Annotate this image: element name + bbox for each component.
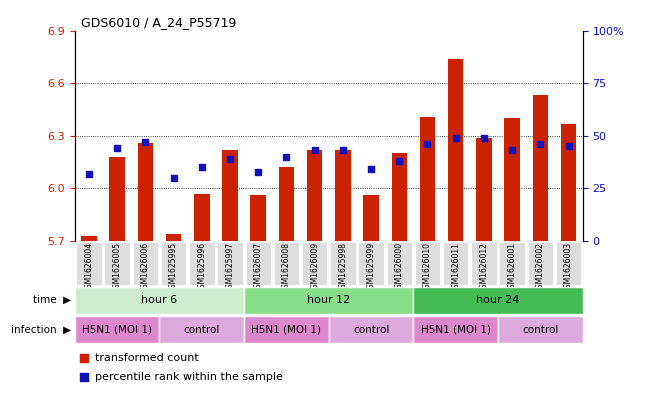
- FancyBboxPatch shape: [330, 242, 355, 285]
- Text: GSM1626001: GSM1626001: [508, 242, 517, 293]
- Text: hour 12: hour 12: [307, 295, 350, 305]
- Text: GSM1626002: GSM1626002: [536, 242, 545, 293]
- FancyBboxPatch shape: [189, 242, 215, 285]
- Bar: [363, 195, 379, 241]
- Point: [507, 147, 518, 154]
- Bar: [307, 150, 322, 241]
- Text: GSM1626005: GSM1626005: [113, 242, 122, 294]
- FancyBboxPatch shape: [329, 316, 413, 343]
- Text: hour 24: hour 24: [477, 295, 519, 305]
- Text: GSM1626011: GSM1626011: [451, 242, 460, 293]
- FancyBboxPatch shape: [387, 242, 412, 285]
- Bar: [222, 150, 238, 241]
- FancyBboxPatch shape: [133, 242, 158, 285]
- Point: [535, 141, 546, 147]
- FancyBboxPatch shape: [498, 316, 583, 343]
- Text: percentile rank within the sample: percentile rank within the sample: [95, 372, 283, 382]
- Text: GSM1626006: GSM1626006: [141, 242, 150, 294]
- Bar: [391, 153, 407, 241]
- Point: [394, 158, 404, 164]
- Point: [450, 135, 461, 141]
- FancyBboxPatch shape: [245, 242, 271, 285]
- Point: [253, 168, 264, 174]
- Text: GSM1625999: GSM1625999: [367, 242, 376, 294]
- FancyBboxPatch shape: [413, 287, 583, 314]
- Text: GSM1626007: GSM1626007: [254, 242, 263, 294]
- FancyBboxPatch shape: [244, 316, 329, 343]
- Point: [112, 145, 122, 152]
- Point: [309, 147, 320, 154]
- Text: GSM1626009: GSM1626009: [310, 242, 319, 294]
- Text: GSM1626008: GSM1626008: [282, 242, 291, 293]
- Text: GSM1626000: GSM1626000: [395, 242, 404, 294]
- Text: control: control: [184, 325, 220, 335]
- FancyBboxPatch shape: [75, 316, 159, 343]
- FancyBboxPatch shape: [302, 242, 327, 285]
- FancyBboxPatch shape: [413, 316, 498, 343]
- Bar: [476, 138, 492, 241]
- Bar: [533, 95, 548, 241]
- FancyBboxPatch shape: [443, 242, 469, 285]
- Point: [225, 156, 235, 162]
- Text: infection  ▶: infection ▶: [12, 325, 72, 335]
- Text: H5N1 (MOI 1): H5N1 (MOI 1): [251, 325, 322, 335]
- Text: GSM1626010: GSM1626010: [423, 242, 432, 293]
- Point: [84, 171, 94, 177]
- Text: time  ▶: time ▶: [33, 295, 72, 305]
- FancyBboxPatch shape: [217, 242, 243, 285]
- Text: hour 6: hour 6: [141, 295, 178, 305]
- FancyBboxPatch shape: [159, 316, 244, 343]
- Point: [478, 135, 489, 141]
- Text: GSM1625995: GSM1625995: [169, 242, 178, 294]
- Bar: [561, 123, 576, 241]
- FancyBboxPatch shape: [273, 242, 299, 285]
- Point: [79, 355, 89, 361]
- Bar: [448, 59, 464, 241]
- Text: GSM1626003: GSM1626003: [564, 242, 573, 294]
- Text: GSM1626004: GSM1626004: [85, 242, 94, 294]
- FancyBboxPatch shape: [415, 242, 440, 285]
- Bar: [109, 157, 125, 241]
- Point: [169, 174, 179, 181]
- Text: control: control: [353, 325, 389, 335]
- Bar: [279, 167, 294, 241]
- Text: H5N1 (MOI 1): H5N1 (MOI 1): [82, 325, 152, 335]
- Bar: [194, 194, 210, 241]
- Bar: [81, 236, 97, 241]
- Text: GSM1626012: GSM1626012: [479, 242, 488, 293]
- Text: control: control: [522, 325, 559, 335]
- FancyBboxPatch shape: [527, 242, 553, 285]
- FancyBboxPatch shape: [75, 287, 244, 314]
- FancyBboxPatch shape: [244, 287, 413, 314]
- Text: H5N1 (MOI 1): H5N1 (MOI 1): [421, 325, 491, 335]
- Bar: [166, 234, 182, 241]
- Bar: [420, 116, 436, 241]
- FancyBboxPatch shape: [359, 242, 384, 285]
- Point: [422, 141, 433, 147]
- FancyBboxPatch shape: [105, 242, 130, 285]
- Point: [79, 374, 89, 380]
- FancyBboxPatch shape: [556, 242, 581, 285]
- Bar: [335, 150, 351, 241]
- FancyBboxPatch shape: [499, 242, 525, 285]
- Text: GSM1625998: GSM1625998: [339, 242, 348, 293]
- FancyBboxPatch shape: [161, 242, 186, 285]
- Point: [366, 166, 376, 173]
- Point: [281, 154, 292, 160]
- Point: [197, 164, 207, 171]
- Bar: [137, 143, 153, 241]
- FancyBboxPatch shape: [76, 242, 102, 285]
- Point: [140, 139, 150, 145]
- Point: [563, 143, 574, 149]
- Text: GSM1625997: GSM1625997: [225, 242, 234, 294]
- Bar: [251, 195, 266, 241]
- Point: [338, 147, 348, 154]
- Text: GDS6010 / A_24_P55719: GDS6010 / A_24_P55719: [81, 16, 237, 29]
- Text: GSM1625996: GSM1625996: [197, 242, 206, 294]
- Bar: [505, 118, 520, 241]
- Text: transformed count: transformed count: [95, 353, 199, 363]
- FancyBboxPatch shape: [471, 242, 497, 285]
